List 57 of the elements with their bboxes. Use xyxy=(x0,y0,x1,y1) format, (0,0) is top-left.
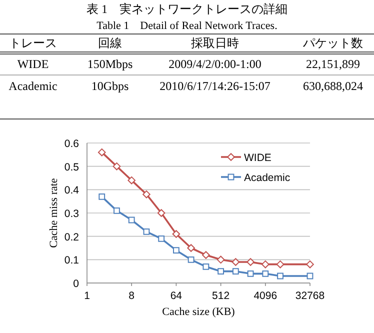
point xyxy=(232,258,240,266)
y-tick-label: 0.6 xyxy=(64,138,80,150)
text: WIDE xyxy=(17,57,49,71)
point xyxy=(216,256,225,264)
x-axis-title: Cache size (KB) xyxy=(162,306,236,318)
x-tick-label: 8 xyxy=(128,290,135,302)
category-label: 回線 xyxy=(98,36,122,50)
point xyxy=(246,258,254,266)
point xyxy=(247,270,254,277)
point xyxy=(128,176,136,184)
point xyxy=(158,235,165,242)
x-tick-label: 512 xyxy=(212,290,230,302)
point xyxy=(262,260,270,268)
x-tick-label: 4096 xyxy=(254,290,278,302)
text: 630,688,024 xyxy=(303,79,363,93)
y-tick-label: 0.4 xyxy=(64,184,80,197)
point xyxy=(202,251,210,259)
y-tick-label: 0 xyxy=(73,278,80,290)
point xyxy=(172,230,180,238)
point xyxy=(187,244,195,252)
point xyxy=(232,268,239,275)
point xyxy=(98,193,106,200)
y-tick-label: 0.1 xyxy=(64,254,80,267)
category-label: トレース xyxy=(9,36,57,50)
legend-label: WIDE xyxy=(244,152,272,164)
x-tick-label: 1 xyxy=(84,290,90,302)
point xyxy=(262,270,269,277)
text: 2010/6/17/14:26-15:07 xyxy=(160,79,270,93)
text: Academic xyxy=(8,79,58,93)
y-axis-title: Cache miss rate xyxy=(48,178,60,248)
point xyxy=(142,190,150,198)
text: 2009/4/2/0:00-1:00 xyxy=(168,57,262,71)
y-tick-label: 0.3 xyxy=(64,208,80,220)
text: 150Mbps xyxy=(87,57,133,71)
text: 表 1 実ネットワークトレースの詳細 xyxy=(86,2,288,16)
point xyxy=(188,256,194,263)
point xyxy=(173,247,180,254)
point xyxy=(218,268,224,275)
text: Table 1 Detail of Real Network Traces. xyxy=(96,20,278,32)
category-label: 採取日時 xyxy=(191,36,239,50)
y-tick-label: 0.2 xyxy=(64,231,80,244)
point xyxy=(277,272,284,280)
point xyxy=(98,148,106,156)
point xyxy=(157,209,166,217)
point xyxy=(276,260,284,268)
point xyxy=(202,263,210,270)
x-tick-label: 32768 xyxy=(295,290,325,302)
point xyxy=(112,162,121,170)
x-tick-label: 64 xyxy=(170,290,182,302)
point xyxy=(128,216,135,224)
text: 10Gbps xyxy=(91,79,129,93)
text: 22,151,899 xyxy=(306,57,360,71)
point xyxy=(143,228,150,235)
category-label: パケット数 xyxy=(302,36,363,50)
point xyxy=(114,207,120,214)
y-tick-label: 0.5 xyxy=(64,161,80,174)
legend-label: Academic xyxy=(244,172,290,184)
